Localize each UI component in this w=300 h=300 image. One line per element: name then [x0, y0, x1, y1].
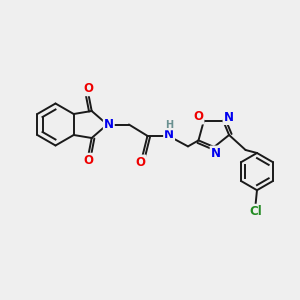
Text: N: N	[211, 146, 220, 160]
Text: O: O	[136, 155, 146, 169]
Text: O: O	[194, 110, 203, 124]
Text: O: O	[83, 154, 93, 167]
Text: N: N	[224, 111, 233, 124]
Text: H: H	[165, 119, 173, 130]
Text: N: N	[104, 118, 114, 131]
Text: O: O	[83, 82, 93, 95]
Text: N: N	[164, 128, 174, 141]
Text: Cl: Cl	[249, 205, 262, 218]
